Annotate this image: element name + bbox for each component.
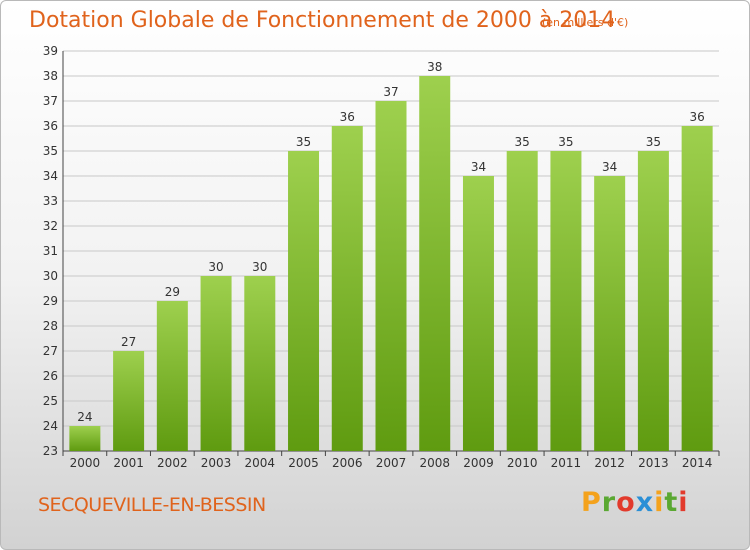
x-tick-label: 2008 [419,456,450,470]
data-label: 35 [646,135,661,149]
y-tick-label: 23 [43,444,58,458]
logo-letter: i [678,487,689,518]
data-label: 35 [558,135,573,149]
data-label: 36 [689,110,704,124]
chart-title: Dotation Globale de Fonctionnement de 20… [29,8,615,33]
bar [113,351,145,451]
y-tick-label: 25 [43,394,58,408]
bar [550,151,582,451]
y-tick-label: 24 [43,419,58,433]
y-tick-label: 31 [43,244,58,258]
logo-letter: i [654,487,665,518]
data-label: 27 [121,335,136,349]
y-tick-label: 34 [43,169,58,183]
x-tick-label: 2001 [113,456,144,470]
x-tick-label: 2007 [376,456,407,470]
y-tick-label: 38 [43,69,58,83]
bar [244,276,276,451]
unit-label: (en milliers d'€) [542,16,629,29]
bar [200,276,232,451]
logo-letter: t [664,487,679,518]
x-tick-label: 2000 [70,456,101,470]
logo-letter: x [635,487,655,518]
data-label: 38 [427,60,442,74]
x-tick-label: 2012 [594,456,625,470]
data-label: 35 [515,135,530,149]
logo-letter: P [581,487,602,518]
x-tick-label: 2005 [288,456,319,470]
bar [594,176,626,451]
x-tick-label: 2002 [157,456,188,470]
y-tick-label: 32 [43,219,58,233]
axes: 23 24 25 26 27 28 29 30 31 32 33 34 35 36 37 38 39 2000 20… [43,44,720,470]
data-label: 37 [383,85,398,99]
x-tick-label: 2006 [332,456,363,470]
data-label: 36 [340,110,355,124]
x-tick-label: 2014 [682,456,713,470]
bar [288,151,320,451]
y-tick-label: 33 [43,194,58,208]
bar [681,126,713,451]
commune-name: SECQUEVILLE-EN-BESSIN [38,494,266,516]
x-tick-label: 2009 [463,456,494,470]
y-tick-label: 28 [43,319,58,333]
logo-letter: r [601,487,617,518]
x-tick-label: 2004 [245,456,276,470]
bar [156,301,188,451]
bar [462,176,494,451]
x-tick-label: 2003 [201,456,232,470]
chart-title-text: Dotation Globale de Fonctionnement de 20… [29,8,616,33]
x-tick-label: 2010 [507,456,538,470]
y-tick-label: 30 [43,269,58,283]
data-label: 24 [77,410,92,424]
y-tick-label: 29 [43,294,58,308]
bar [375,101,407,451]
y-tick-label: 27 [43,344,58,358]
data-label: 29 [165,285,180,299]
bar [506,151,538,451]
bar [419,76,451,451]
data-label: 34 [602,160,617,174]
data-label: 30 [208,260,223,274]
y-tick-label: 39 [43,44,58,58]
y-tick-label: 35 [43,144,58,158]
bar [331,126,363,451]
y-tick-label: 37 [43,94,58,108]
logo-letter: o [616,487,636,518]
proxiti-logo: Proxiti [581,487,689,518]
data-label: 30 [252,260,267,274]
bar [69,426,101,451]
data-label: 34 [471,160,486,174]
data-label: 35 [296,135,311,149]
bars [69,76,713,451]
bar [637,151,669,451]
data-labels: 24 27 29 30 30 35 36 37 38 34 35 35 34 35 36 [77,60,705,424]
y-tick-label: 26 [43,369,58,383]
x-tick-label: 2013 [638,456,669,470]
y-tick-label: 36 [43,119,58,133]
x-tick-label: 2011 [551,456,582,470]
